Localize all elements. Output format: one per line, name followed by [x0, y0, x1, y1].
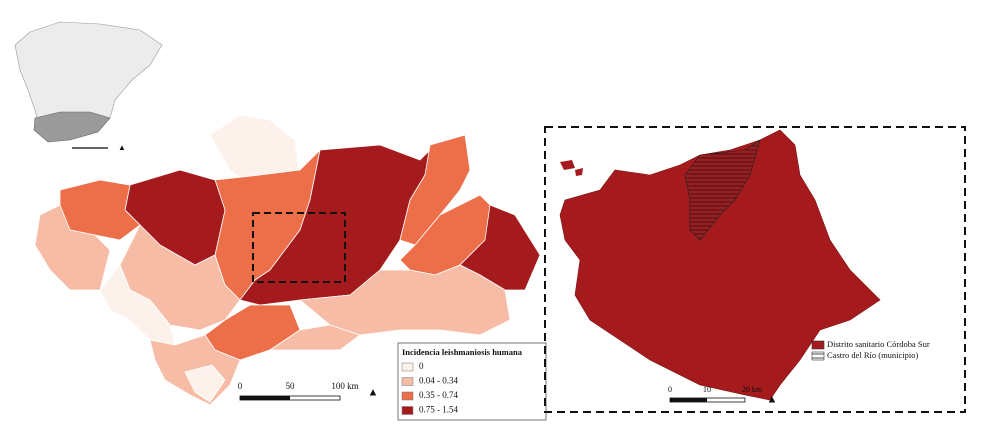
legend-label: 0.35 - 0.74 — [419, 390, 458, 400]
scale-label: 10 — [703, 385, 711, 394]
legend-title: Incidencia leishmaniosis humana — [402, 347, 523, 357]
svg-text:▲: ▲ — [767, 394, 778, 406]
district — [299, 264, 511, 336]
locator-map: ▲ — [14, 21, 163, 152]
scale-label: 0 — [668, 385, 672, 394]
scale-label: 100 km — [331, 381, 358, 391]
district — [34, 204, 111, 291]
district — [99, 264, 176, 346]
legend-label: 0.04 - 0.34 — [419, 376, 458, 386]
legend-label: Distrito sanitario Córdoba Sur — [827, 339, 930, 349]
district — [269, 324, 361, 351]
scale-bar: 0 10 20 km — [668, 385, 763, 394]
legend-swatch — [401, 391, 414, 401]
scale-label: 50 — [286, 381, 296, 391]
scale-bar: ▲ 0 50 100 km — [238, 381, 379, 401]
legend-label: 0.75 - 1.54 — [419, 405, 458, 415]
legend-swatch — [401, 362, 414, 372]
svg-text:▲: ▲ — [368, 387, 379, 399]
scale-label: 20 km — [742, 385, 763, 394]
legend-swatch — [401, 406, 414, 415]
legend: Incidencia leishmaniosis humana 0 0.04 - … — [397, 342, 547, 421]
scale-label: 0 — [238, 381, 243, 391]
main-map — [34, 114, 541, 406]
legend-label: Castro del Río (municipio) — [827, 350, 919, 360]
legend-swatch — [401, 377, 414, 386]
district — [184, 364, 226, 403]
legend-swatch — [811, 340, 825, 350]
legend-label: 0 — [419, 361, 424, 371]
svg-text:▲: ▲ — [118, 143, 126, 152]
legend-swatch — [811, 351, 825, 361]
detail-panel: ▲ — [544, 126, 966, 413]
